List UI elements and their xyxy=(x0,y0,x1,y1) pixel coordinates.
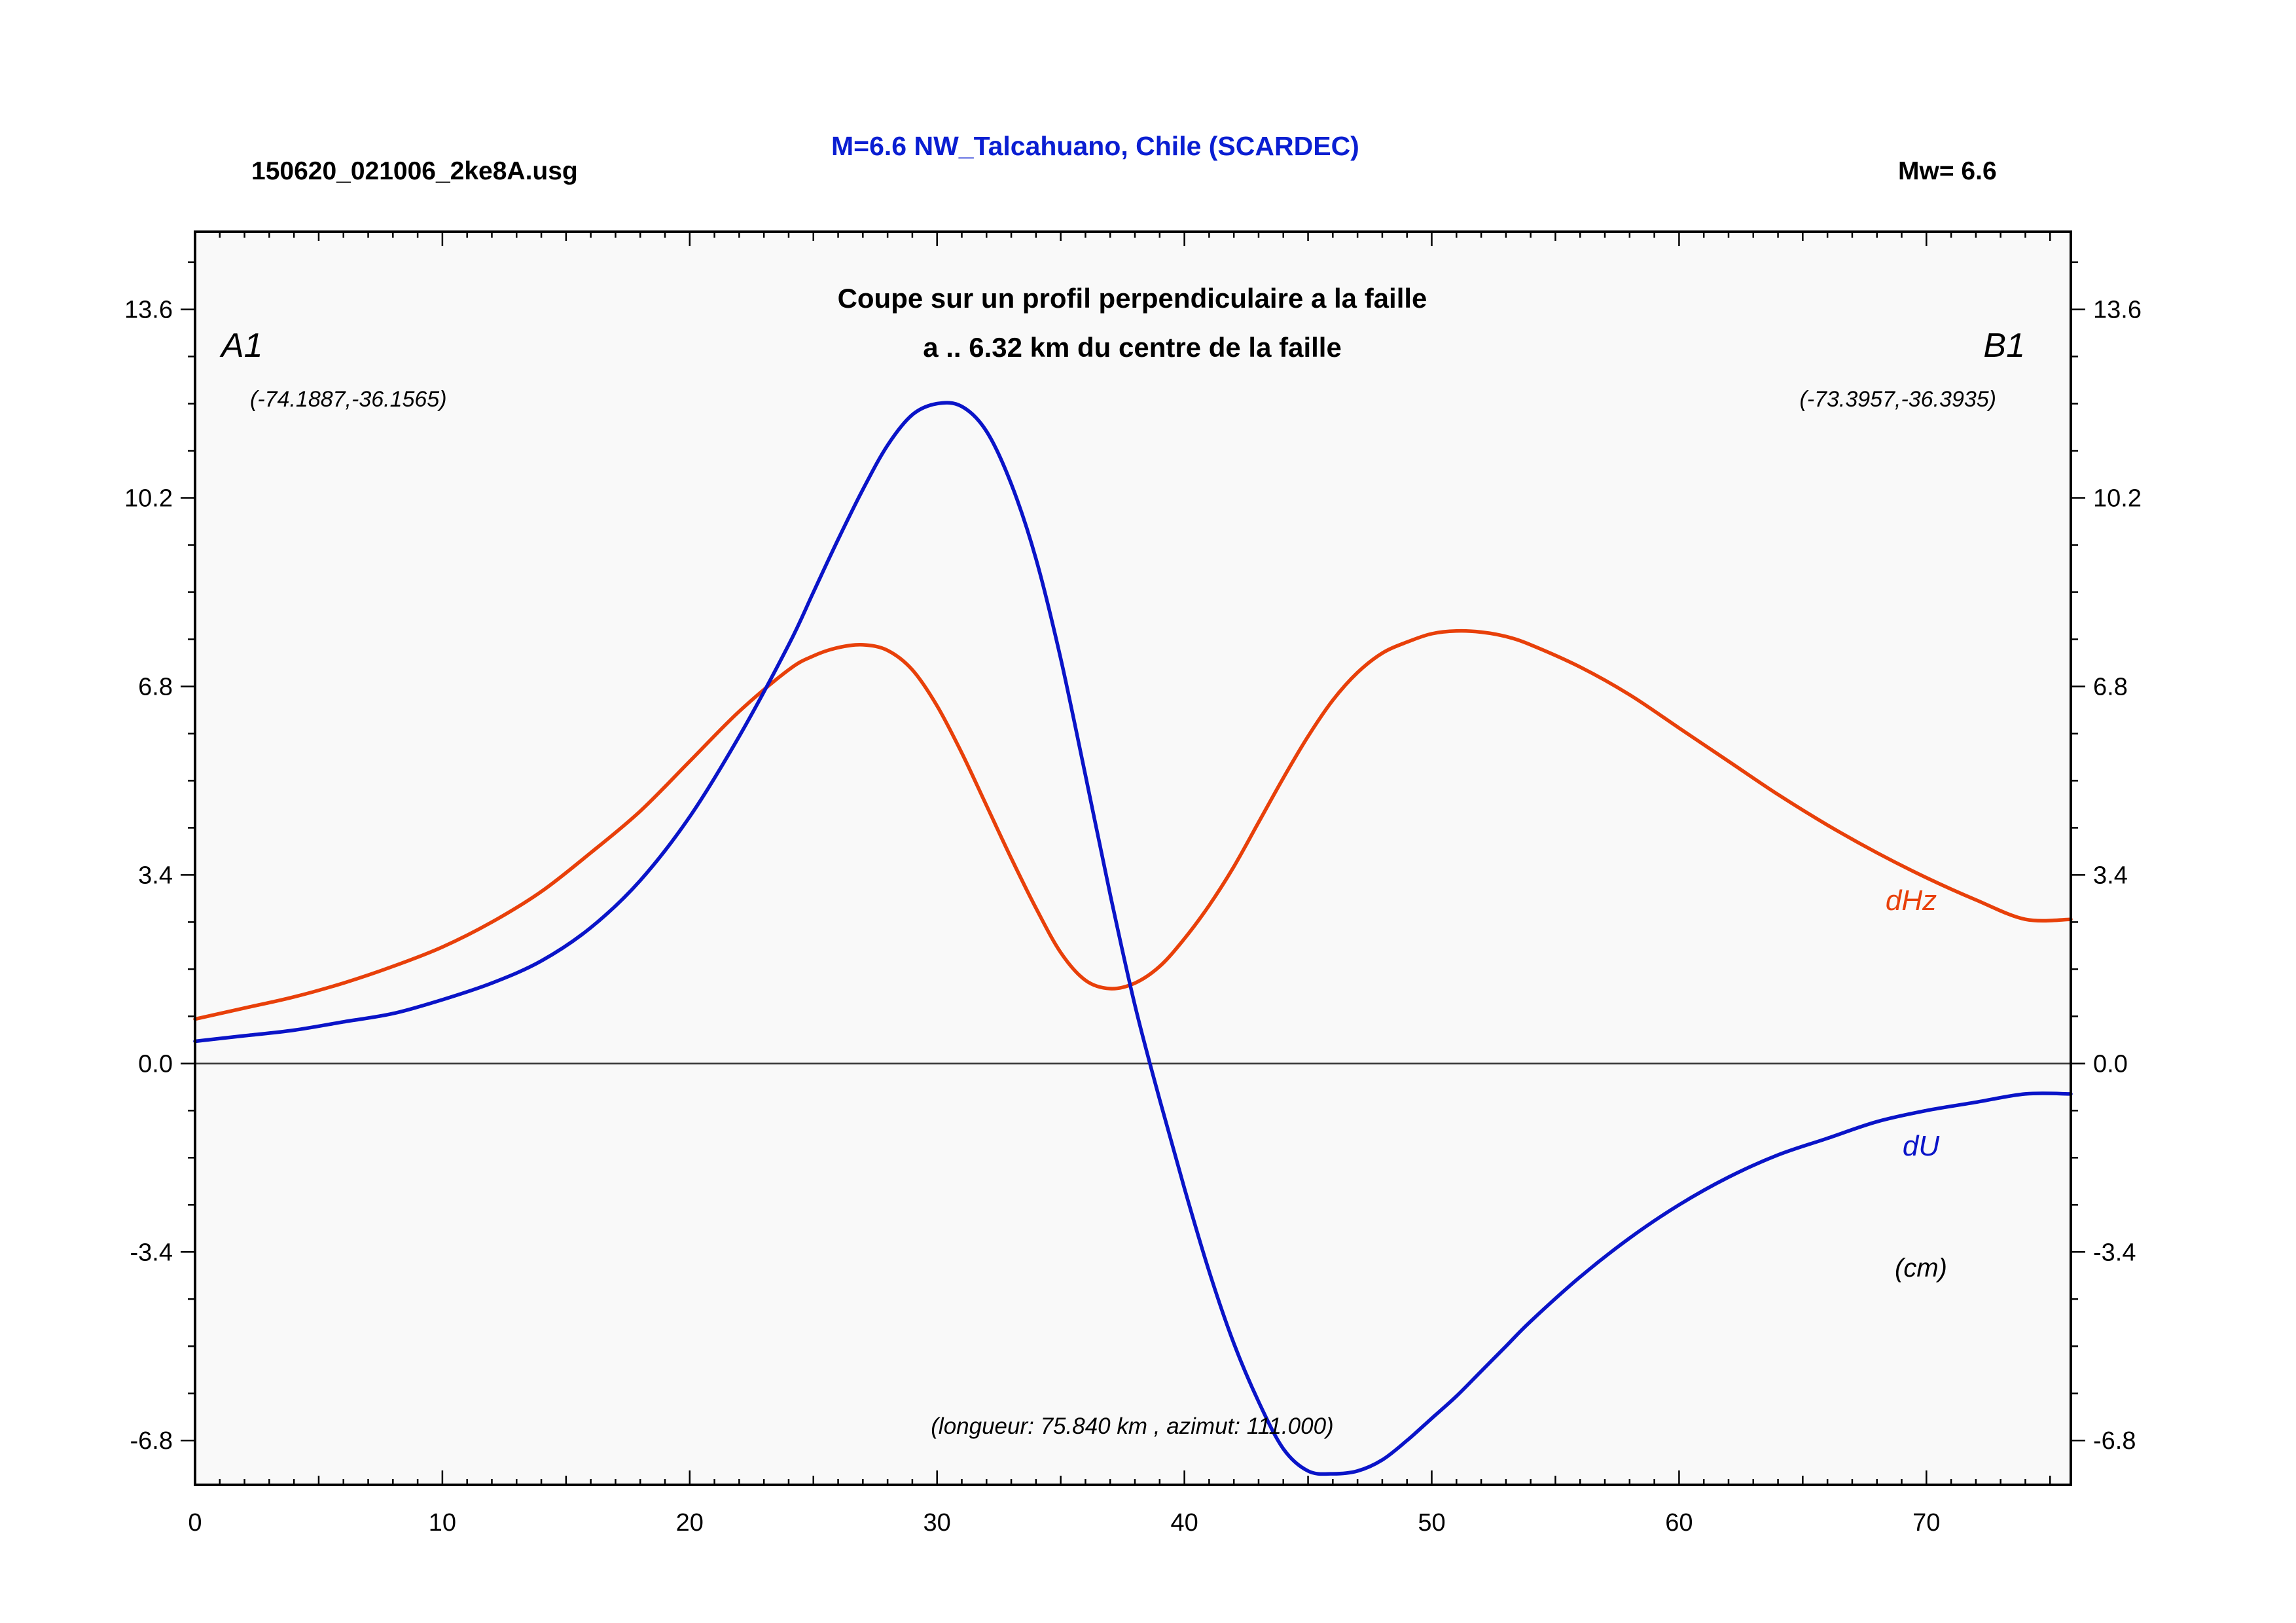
x-tick-label: 20 xyxy=(676,1509,704,1537)
y-tick-label-left: 13.6 xyxy=(124,297,173,324)
chart-subtitle: a .. 6.32 km du centre de la faille xyxy=(923,332,1342,363)
series-label-dhz: dHz xyxy=(1886,884,1937,917)
y-tick-label-left: 6.8 xyxy=(138,673,173,701)
y-tick-label-left: 0.0 xyxy=(138,1050,173,1078)
series-line-du xyxy=(193,401,2073,1476)
axis-tick-labels: 0 10 20 30 40 50 60 70 -6.8 -6.8 -3.4 -3.4 0.0 0.0 3.4… xyxy=(124,297,2142,1537)
series-line-dhz xyxy=(193,629,2073,1021)
x-tick-label: 60 xyxy=(1665,1509,1693,1537)
x-tick-label: 30 xyxy=(924,1509,951,1537)
x-tick-label: 50 xyxy=(1418,1509,1445,1537)
profile-info: (longueur: 75.840 km , azimut: 111.000) xyxy=(931,1413,1333,1439)
y-tick-label-right: 13.6 xyxy=(2093,297,2142,324)
endpoint-right-label: B1 xyxy=(1983,327,2025,365)
plot-area xyxy=(195,232,2071,1485)
chart-title: Coupe sur un profil perpendiculaire a la… xyxy=(838,283,1427,314)
endpoint-right-coords: (-73.3957,-36.3935) xyxy=(1799,387,1996,412)
y-tick-label-right: -3.4 xyxy=(2093,1239,2136,1266)
y-tick-label-right: -6.8 xyxy=(2093,1427,2136,1455)
y-tick-label-right: 3.4 xyxy=(2093,862,2128,889)
endpoint-left-coords: (-74.1887,-36.1565) xyxy=(250,387,447,412)
y-tick-label-right: 0.0 xyxy=(2093,1050,2128,1078)
y-tick-label-left: 10.2 xyxy=(124,485,173,513)
y-tick-label-left: 3.4 xyxy=(138,862,173,889)
unit-label: (cm) xyxy=(1895,1254,1947,1283)
y-tick-label-left: -6.8 xyxy=(130,1427,173,1455)
series-label-du: dU xyxy=(1903,1130,1939,1162)
x-tick-label: 40 xyxy=(1170,1509,1198,1537)
y-tick-label-right: 10.2 xyxy=(2093,485,2142,513)
y-tick-label-left: -3.4 xyxy=(130,1239,173,1266)
magnitude-label: Mw= 6.6 xyxy=(1898,157,1997,185)
endpoint-left-label: A1 xyxy=(219,327,263,365)
event-title: M=6.6 NW_Talcahuano, Chile (SCARDEC) xyxy=(831,131,1359,161)
plot-frame xyxy=(194,230,2072,1486)
x-tick-label: 0 xyxy=(188,1509,202,1537)
x-tick-label: 10 xyxy=(429,1509,456,1537)
file-label: 150620_021006_2ke8A.usg xyxy=(251,157,578,185)
series-layer xyxy=(193,401,2073,1476)
y-tick-label-right: 6.8 xyxy=(2093,673,2128,701)
x-tick-label: 70 xyxy=(1912,1509,1940,1537)
